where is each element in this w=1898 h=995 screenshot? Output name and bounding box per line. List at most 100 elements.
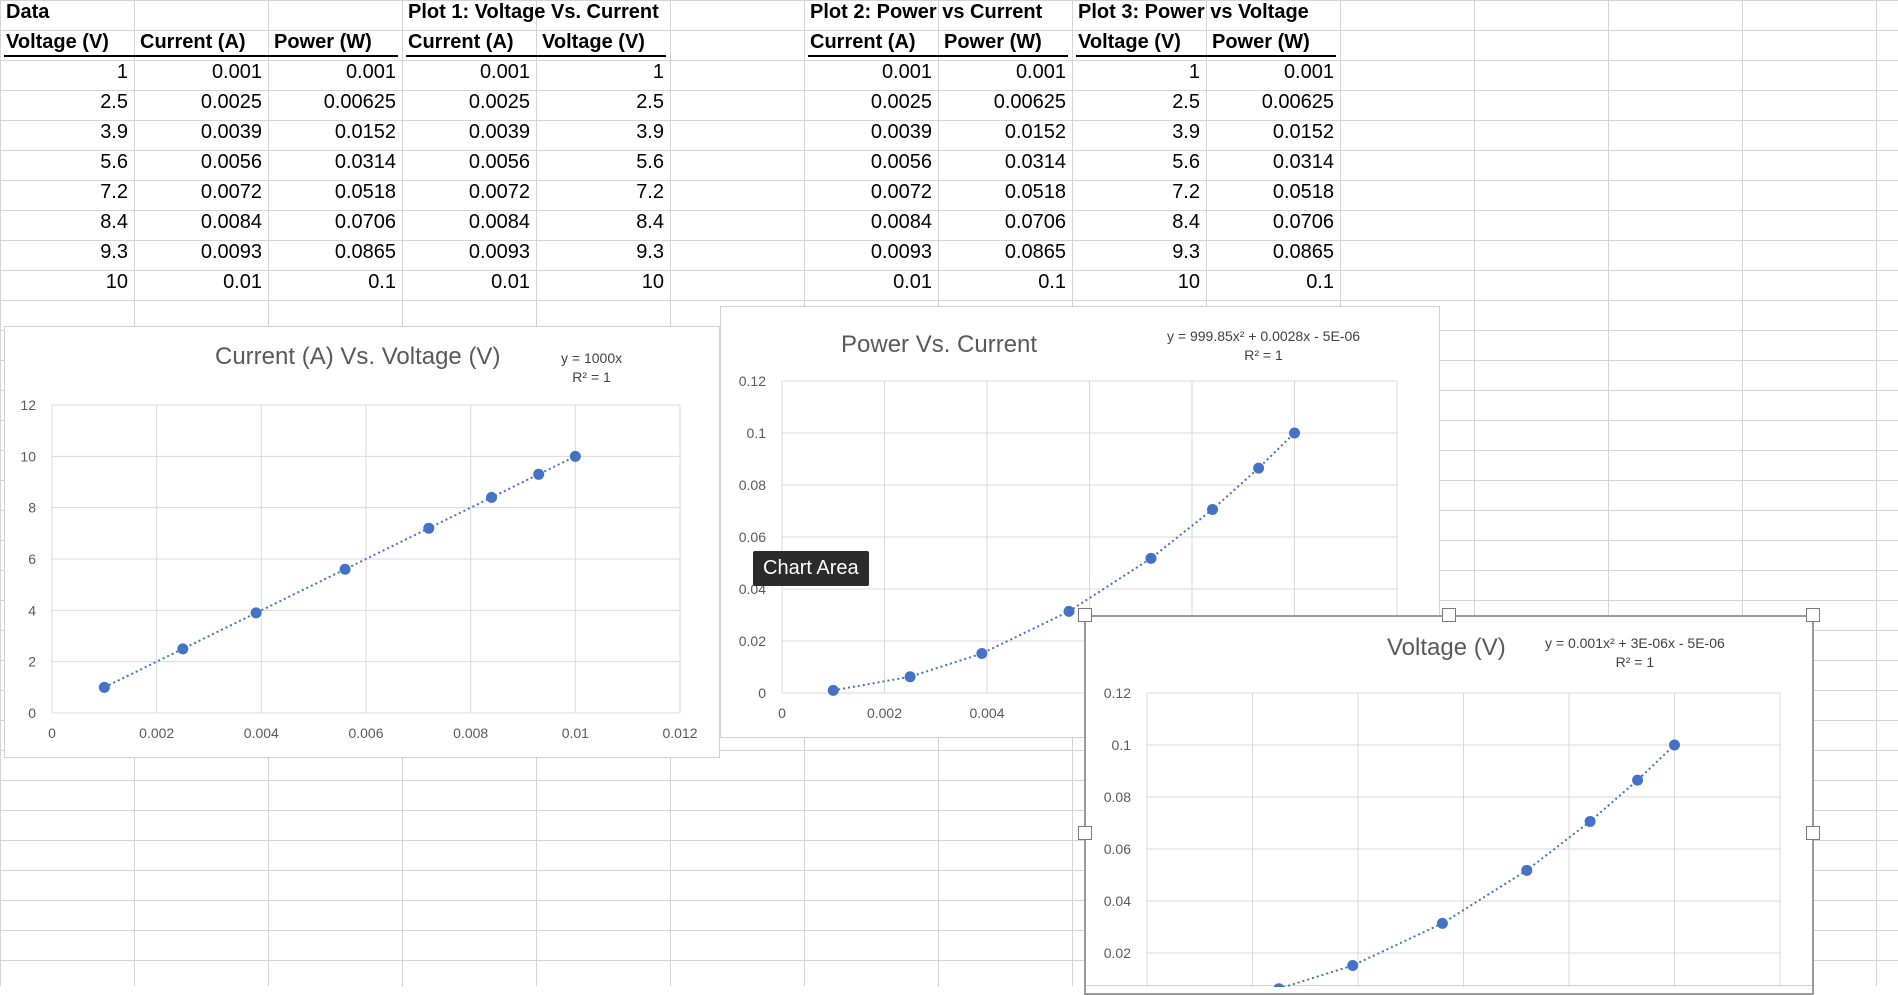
table-cell[interactable]: 0.001 (1283, 61, 1334, 83)
table-cell[interactable]: 8.4 (636, 211, 664, 233)
table-cell[interactable]: 9.3 (1172, 241, 1200, 263)
table-cell[interactable]: 0.0039 (200, 121, 262, 143)
table-cell[interactable]: 5.6 (1172, 151, 1200, 173)
table-cell[interactable]: 0.0039 (468, 121, 530, 143)
column-header[interactable]: Power (W) (274, 31, 372, 53)
trendline (1281, 744, 1676, 987)
table-cell[interactable]: 0.0706 (1272, 211, 1334, 233)
table-cell[interactable]: 0.0093 (870, 241, 932, 263)
table-cell[interactable]: 3.9 (100, 121, 128, 143)
y-tick-label: 2 (28, 654, 36, 670)
table-cell[interactable]: 0.0072 (200, 181, 262, 203)
chart-power-vs-voltage[interactable]: Voltage (V) y = 0.001x² + 3E-06x - 5E-06… (1084, 615, 1814, 987)
table-cell[interactable]: 0.01 (223, 271, 262, 293)
table-cell[interactable]: 2.5 (1172, 91, 1200, 113)
table-cell[interactable]: 0.001 (211, 61, 262, 83)
table-cell[interactable]: 0.0152 (1004, 121, 1066, 143)
table-cell[interactable]: 0.00625 (993, 91, 1066, 113)
table-cell[interactable]: 0.0093 (200, 241, 262, 263)
table-cell[interactable]: 9.3 (100, 241, 128, 263)
table-cell[interactable]: 0.0865 (334, 241, 396, 263)
column-header[interactable]: Current (A) (408, 31, 514, 53)
data-point (533, 468, 545, 480)
table-cell[interactable]: 0.0056 (468, 151, 530, 173)
table-cell[interactable]: 5.6 (636, 151, 664, 173)
table-cell[interactable]: 0.001 (881, 61, 932, 83)
resize-handle-top-right[interactable] (1806, 608, 1820, 622)
table-cell[interactable]: 9.3 (636, 241, 664, 263)
table-cell[interactable]: 1 (116, 61, 128, 83)
table-cell[interactable]: 0.0314 (334, 151, 396, 173)
column-header[interactable]: Voltage (V) (1078, 31, 1181, 53)
table-cell[interactable]: 10 (105, 271, 128, 293)
table-cell[interactable]: 3.9 (636, 121, 664, 143)
table-title[interactable]: Plot 2: Power vs Current (810, 1, 1043, 23)
table-cell[interactable]: 0.0865 (1272, 241, 1334, 263)
y-tick-label: 10 (20, 448, 36, 464)
table-cell[interactable]: 7.2 (1172, 181, 1200, 203)
resize-handle-left-middle[interactable] (1078, 826, 1092, 840)
column-header[interactable]: Current (A) (810, 31, 916, 53)
table-cell[interactable]: 0.0072 (468, 181, 530, 203)
table-cell[interactable]: 10 (641, 271, 664, 293)
y-tick-label: 0.08 (1104, 789, 1131, 805)
data-point (976, 647, 988, 659)
chart-current-vs-voltage[interactable]: Current (A) Vs. Voltage (V) y = 1000x R²… (4, 326, 720, 758)
table-cell[interactable]: 0.0706 (1004, 211, 1066, 233)
table-cell[interactable]: 0.1 (368, 271, 396, 293)
table-title[interactable]: Plot 1: Voltage Vs. Current (408, 1, 659, 23)
table-cell[interactable]: 8.4 (100, 211, 128, 233)
table-cell[interactable]: 0.0072 (870, 181, 932, 203)
table-cell[interactable]: 0.1 (1038, 271, 1066, 293)
table-cell[interactable]: 0.0084 (468, 211, 530, 233)
table-cell[interactable]: 0.0025 (468, 91, 530, 113)
table-cell[interactable]: 0.0084 (200, 211, 262, 233)
table-cell[interactable]: 0.0152 (334, 121, 396, 143)
table-cell[interactable]: 0.0039 (870, 121, 932, 143)
table-cell[interactable]: 0.01 (893, 271, 932, 293)
table-cell[interactable]: 0.1 (1306, 271, 1334, 293)
table-cell[interactable]: 3.9 (1172, 121, 1200, 143)
table-title[interactable]: Plot 3: Power vs Voltage (1078, 1, 1309, 23)
table-cell[interactable]: 1 (652, 61, 664, 83)
table-cell[interactable]: 0.0518 (1004, 181, 1066, 203)
column-header[interactable]: Power (W) (1212, 31, 1310, 53)
resize-handle-top-middle[interactable] (1442, 608, 1456, 622)
table-cell[interactable]: 0.01 (491, 271, 530, 293)
table-cell[interactable]: 2.5 (636, 91, 664, 113)
table-cell[interactable]: 0.0093 (468, 241, 530, 263)
table-cell[interactable]: 0.0518 (1272, 181, 1334, 203)
table-cell[interactable]: 8.4 (1172, 211, 1200, 233)
table-cell[interactable]: 0.0152 (1272, 121, 1334, 143)
table-cell[interactable]: 10 (1177, 271, 1200, 293)
x-tick-label: 0 (48, 725, 56, 741)
table-cell[interactable]: 0.0056 (870, 151, 932, 173)
table-cell[interactable]: 0.001 (345, 61, 396, 83)
table-cell[interactable]: 5.6 (100, 151, 128, 173)
table-cell[interactable]: 7.2 (636, 181, 664, 203)
table-cell[interactable]: 2.5 (100, 91, 128, 113)
table-cell[interactable]: 0.0706 (334, 211, 396, 233)
resize-handle-right-middle[interactable] (1806, 826, 1820, 840)
table-cell[interactable]: 0.0865 (1004, 241, 1066, 263)
column-header[interactable]: Voltage (V) (6, 31, 109, 53)
table-cell[interactable]: 7.2 (100, 181, 128, 203)
resize-handle-top-left[interactable] (1078, 608, 1092, 622)
table-title[interactable]: Data (6, 1, 50, 23)
table-cell[interactable]: 0.0056 (200, 151, 262, 173)
table-cell[interactable]: 0.0518 (334, 181, 396, 203)
data-point (1145, 552, 1157, 564)
column-header[interactable]: Power (W) (944, 31, 1042, 53)
table-cell[interactable]: 0.0084 (870, 211, 932, 233)
table-cell[interactable]: 1 (1188, 61, 1200, 83)
table-cell[interactable]: 0.001 (1015, 61, 1066, 83)
table-cell[interactable]: 0.001 (479, 61, 530, 83)
table-cell[interactable]: 0.00625 (323, 91, 396, 113)
table-cell[interactable]: 0.0314 (1272, 151, 1334, 173)
table-cell[interactable]: 0.0314 (1004, 151, 1066, 173)
column-header[interactable]: Current (A) (140, 31, 246, 53)
table-cell[interactable]: 0.0025 (200, 91, 262, 113)
column-header[interactable]: Voltage (V) (542, 31, 645, 53)
table-cell[interactable]: 0.0025 (870, 91, 932, 113)
table-cell[interactable]: 0.00625 (1261, 91, 1334, 113)
